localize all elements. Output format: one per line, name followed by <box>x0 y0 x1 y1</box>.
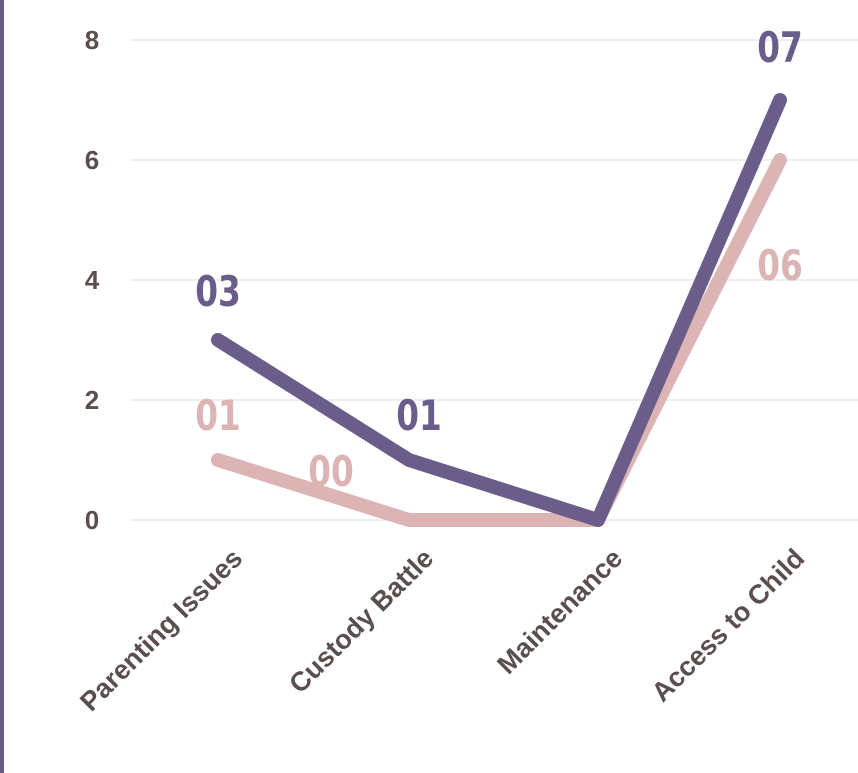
y-tick-label: 4 <box>85 265 100 295</box>
x-tick-label: Custody Battle <box>283 543 439 699</box>
x-tick-label: Access to Child <box>646 543 810 707</box>
data-label: 03 <box>195 267 241 316</box>
series-line-purple <box>211 93 787 527</box>
data-label: 01 <box>396 391 442 440</box>
y-tick-label: 2 <box>85 385 99 415</box>
y-tick-label: 6 <box>85 145 99 175</box>
data-label: 06 <box>757 241 803 290</box>
left-accent-rule <box>0 0 4 773</box>
x-tick-label: Parenting Issues <box>74 543 248 717</box>
data-label: 07 <box>757 23 803 72</box>
y-tick-label: 8 <box>85 25 99 55</box>
data-label: 01 <box>195 391 241 440</box>
x-tick-label: Maintenance <box>491 543 628 680</box>
y-tick-label: 0 <box>85 505 99 535</box>
series-line-pink <box>211 153 787 527</box>
data-label: 00 <box>308 447 354 496</box>
